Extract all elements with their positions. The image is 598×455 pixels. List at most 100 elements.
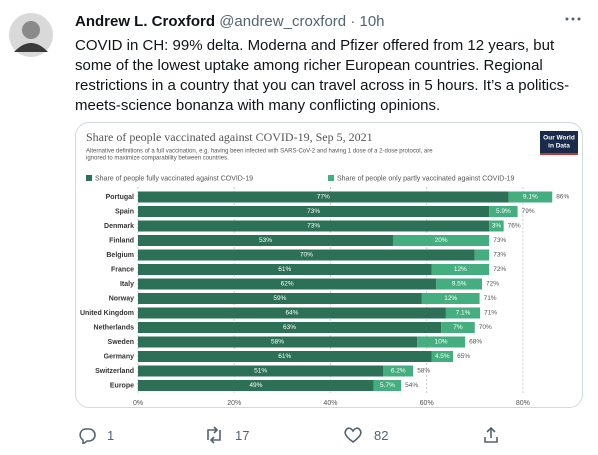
value-label: 77% <box>317 194 330 201</box>
tweet-text: COVID in CH: 99% delta. Moderna and Pfiz… <box>75 37 570 114</box>
x-tick-label: 60% <box>420 400 434 407</box>
total-label: 72% <box>486 281 499 288</box>
bar-segment <box>138 351 432 362</box>
total-label: 65% <box>457 353 470 360</box>
category-label: Norway <box>109 295 134 302</box>
value-label: 7% <box>453 324 463 331</box>
bar-segment <box>392 235 490 246</box>
category-label: Switzerland <box>95 368 134 375</box>
legend-swatch <box>86 175 92 181</box>
value-label: 9.5% <box>452 281 467 288</box>
legend-swatch <box>328 175 334 181</box>
logo-underline <box>540 153 578 155</box>
total-label: 54% <box>405 382 418 389</box>
bar-segment <box>373 380 402 391</box>
category-label: Germany <box>104 353 134 360</box>
like-button[interactable] <box>343 426 363 444</box>
bar-segment <box>138 249 475 261</box>
total-label: 73% <box>493 237 506 244</box>
bar-segment <box>436 278 482 290</box>
value-label: 49% <box>249 382 262 389</box>
bar-segment <box>431 351 454 362</box>
category-label: Spain <box>115 208 134 215</box>
value-label: 5.9% <box>496 208 511 215</box>
bar-segment <box>138 365 384 377</box>
value-label: 62% <box>281 281 294 288</box>
x-tick-label: 0% <box>133 400 143 407</box>
value-label: 3% <box>492 223 502 230</box>
bar-segment <box>138 380 374 391</box>
retweet-button[interactable] <box>204 426 224 444</box>
total-label: 73% <box>493 252 506 259</box>
action-bar: 1 17 82 <box>78 426 578 446</box>
value-label: 9.1% <box>523 194 538 201</box>
category-label: Netherlands <box>94 324 135 331</box>
reply-button[interactable] <box>78 426 96 444</box>
value-label: 63% <box>283 324 296 331</box>
total-label: 86% <box>556 194 569 201</box>
value-label: 53% <box>259 237 272 244</box>
value-label: 73% <box>307 223 320 230</box>
value-label: 70% <box>300 252 313 259</box>
like-count: 82 <box>374 428 389 443</box>
logo-text: in Data <box>548 143 570 150</box>
value-label: 12% <box>444 295 457 302</box>
bar-segment <box>138 278 437 290</box>
value-label: 4.5% <box>435 353 450 360</box>
bar-segment <box>138 293 422 304</box>
bar-segment <box>474 249 490 261</box>
total-label: 70% <box>479 324 492 331</box>
category-label: France <box>111 266 134 273</box>
bar-segment <box>489 220 504 232</box>
x-tick-label: 20% <box>227 400 241 407</box>
total-label: 71% <box>484 310 497 317</box>
total-label: 71% <box>484 295 497 302</box>
bar-segment <box>138 336 418 348</box>
x-tick-label: 40% <box>323 400 337 407</box>
category-label: Italy <box>120 281 134 288</box>
media[interactable]: Share of people vaccinated against COVID… <box>75 122 583 408</box>
total-label: 58% <box>417 368 430 375</box>
bar-segment <box>441 322 475 333</box>
value-label: 61% <box>278 266 291 273</box>
value-label: 5.7% <box>380 382 395 389</box>
separator: · <box>350 13 356 30</box>
more-button[interactable] <box>563 14 583 24</box>
author-name[interactable]: Andrew L. Croxford <box>75 13 216 30</box>
bar-segment <box>138 235 393 246</box>
bar-segment <box>138 206 490 217</box>
time[interactable]: 10h <box>359 13 385 30</box>
bar-segment <box>489 206 518 217</box>
category-label: Europe <box>110 382 134 389</box>
bar-segment <box>138 220 490 232</box>
category-label: Belgium <box>106 252 134 259</box>
value-label: 7.1% <box>456 310 471 317</box>
bar-segment <box>508 191 553 203</box>
category-label: Denmark <box>104 223 134 230</box>
value-label: 73% <box>307 208 320 215</box>
category-label: Sweden <box>108 339 134 346</box>
value-label: 61% <box>278 353 291 360</box>
bar-segment <box>431 264 490 275</box>
bar-segment <box>138 307 446 319</box>
category-label: Finland <box>109 237 134 244</box>
logo <box>540 131 578 155</box>
value-label: 51% <box>254 368 267 375</box>
total-label: 76% <box>508 223 521 230</box>
total-label: 68% <box>469 339 482 346</box>
value-label: 59% <box>273 295 286 302</box>
category-label: Portugal <box>106 194 134 201</box>
value-label: 6.2% <box>391 368 406 375</box>
avatar[interactable] <box>8 12 54 58</box>
value-label: 58% <box>271 339 284 346</box>
retweet-count: 17 <box>235 428 250 443</box>
chart-subtitle: Alternative definitions of a full vaccin… <box>86 149 433 155</box>
chart-subtitle: ignored to maximize comparability betwee… <box>86 156 229 162</box>
bar-segment <box>417 336 466 348</box>
handle[interactable]: @andrew_croxford <box>219 13 347 30</box>
bar-segment <box>138 322 442 333</box>
total-label: 72% <box>493 266 506 273</box>
share-button[interactable] <box>482 426 500 444</box>
legend-label: Share of people only partly vaccinated a… <box>337 175 515 182</box>
